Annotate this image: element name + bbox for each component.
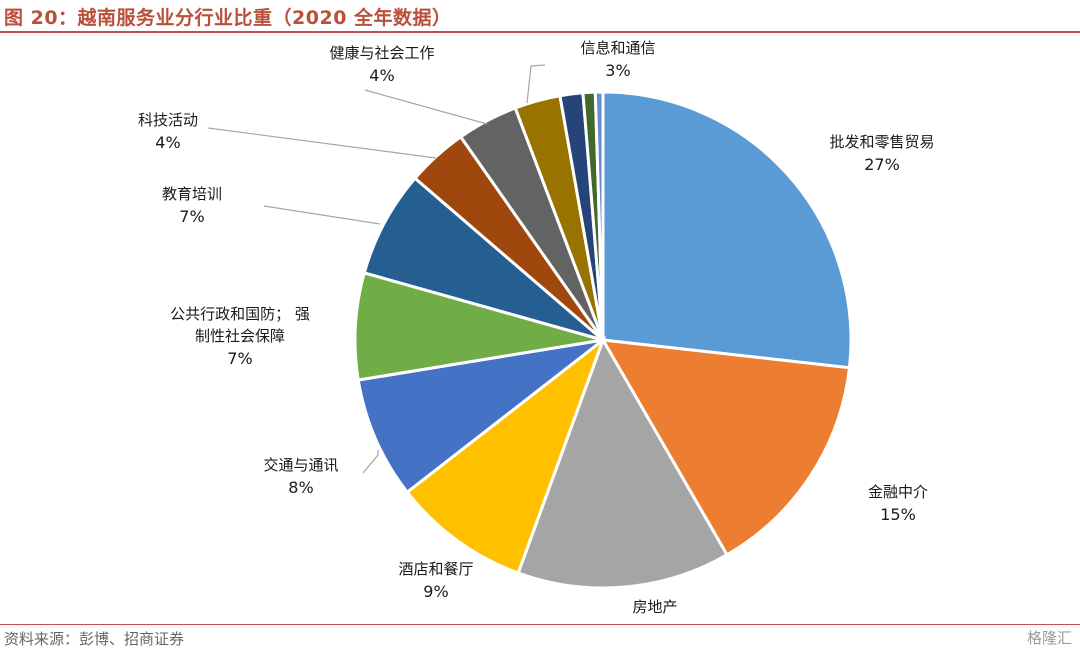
title-rule <box>0 31 1080 33</box>
slice-percent: 9% <box>423 582 448 601</box>
slice-label: 健康与社会工作 4% <box>329 44 434 85</box>
pie-slice <box>601 90 853 370</box>
slice-label: 房地产 <box>632 598 677 616</box>
slice-percent: 27% <box>864 155 900 174</box>
pie-slice <box>405 335 607 575</box>
slice-percent: 3% <box>605 61 630 80</box>
slice-label: 教育培训 7% <box>162 185 222 226</box>
slice-label: 酒店和餐厅 9% <box>398 560 473 601</box>
slice-label: 信息和通信 3% <box>580 39 655 80</box>
pie-slice <box>356 338 604 495</box>
chart-title: 图 20：越南服务业分行业比重（2020 全年数据） <box>4 7 452 29</box>
slice-label: 批发和零售贸易 27% <box>829 133 934 174</box>
pie-slice <box>593 90 605 341</box>
leader-line <box>207 127 437 159</box>
slice-label: 交通与通讯 8% <box>263 456 338 497</box>
source-note: 资料来源：彭博、招商证券 <box>4 630 185 648</box>
slice-percent: 7% <box>179 207 204 226</box>
slice-label: 金融中介 15% <box>868 483 928 524</box>
slice-percent: 4% <box>369 66 394 85</box>
slice-percent: 7% <box>227 349 252 368</box>
leader-line <box>526 64 546 104</box>
leader-line <box>364 89 488 125</box>
slice-label: 公共行政和国防； 强制性社会保障 7% <box>170 305 310 368</box>
slice-percent: 15% <box>880 505 916 524</box>
leader-line <box>362 450 379 474</box>
slice-label: 科技活动 4% <box>138 111 198 152</box>
pie-slice <box>362 176 604 342</box>
pie-slice <box>600 338 852 557</box>
slice-percent: 8% <box>288 478 313 497</box>
watermark: 格隆汇 <box>1026 629 1072 647</box>
pie-slice <box>353 270 604 382</box>
footer-rule <box>0 624 1080 625</box>
slice-percent: 4% <box>155 133 180 152</box>
leader-line <box>263 205 381 225</box>
pie-slice <box>516 336 730 590</box>
